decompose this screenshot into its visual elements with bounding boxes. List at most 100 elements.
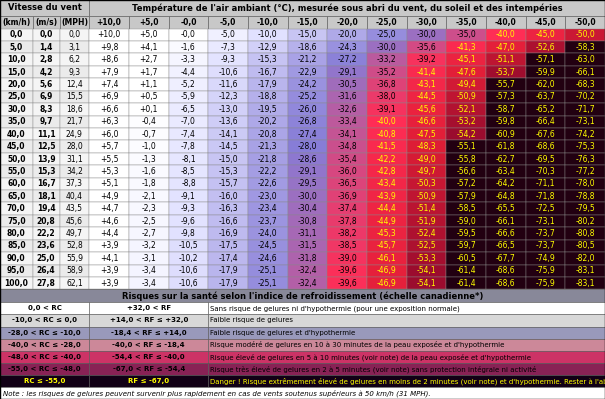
Text: 19,4: 19,4	[37, 204, 56, 213]
Bar	[407, 53, 446, 66]
Text: 52,8: 52,8	[66, 241, 83, 251]
Bar	[565, 41, 605, 53]
Text: -47,0: -47,0	[496, 43, 515, 52]
Text: -41,4: -41,4	[417, 67, 436, 77]
Text: -5,0: -5,0	[221, 30, 235, 40]
Bar	[169, 202, 208, 215]
Bar	[0, 29, 33, 41]
Text: +6,0: +6,0	[100, 130, 119, 139]
Bar	[0, 153, 33, 165]
Bar	[248, 140, 287, 153]
Bar	[327, 103, 367, 116]
Bar	[367, 252, 407, 265]
Text: -74,9: -74,9	[535, 254, 555, 263]
Text: -75,9: -75,9	[535, 279, 555, 288]
Bar	[327, 178, 367, 190]
Text: 9,3: 9,3	[68, 67, 80, 77]
Bar	[526, 128, 565, 140]
Text: 8,3: 8,3	[39, 105, 53, 114]
Text: -71,1: -71,1	[536, 180, 555, 188]
Text: -36,0: -36,0	[337, 167, 357, 176]
Bar	[90, 215, 129, 227]
Bar	[33, 29, 59, 41]
Text: -46,9: -46,9	[377, 279, 397, 288]
Text: -58,5: -58,5	[456, 204, 476, 213]
Text: -30,0: -30,0	[377, 43, 397, 52]
Text: -49,7: -49,7	[417, 167, 436, 176]
Text: -5,9: -5,9	[181, 93, 196, 101]
Bar	[486, 215, 526, 227]
Bar	[129, 66, 169, 78]
Bar	[59, 190, 90, 202]
Bar	[33, 78, 59, 91]
Bar	[0, 252, 33, 265]
Text: -28,6: -28,6	[298, 154, 317, 164]
Bar	[526, 227, 565, 240]
Text: -66,1: -66,1	[496, 217, 515, 225]
Bar	[565, 165, 605, 178]
Text: +4,1: +4,1	[140, 43, 158, 52]
Bar	[486, 116, 526, 128]
Bar	[327, 153, 367, 165]
Text: 22,2: 22,2	[37, 229, 56, 238]
Bar	[90, 0, 605, 16]
Bar	[59, 103, 90, 116]
Text: -30,0: -30,0	[417, 30, 436, 40]
Text: +6,3: +6,3	[100, 117, 119, 126]
Text: +4,6: +4,6	[100, 217, 119, 225]
Bar	[327, 190, 367, 202]
Text: -42,8: -42,8	[377, 167, 396, 176]
Text: -3,4: -3,4	[142, 279, 156, 288]
Bar	[90, 91, 129, 103]
Text: 49,7: 49,7	[66, 229, 83, 238]
Bar	[367, 103, 407, 116]
Text: 75,0: 75,0	[7, 217, 25, 225]
Bar	[367, 53, 407, 66]
Text: 4,2: 4,2	[39, 67, 53, 77]
Text: -66,1: -66,1	[575, 67, 595, 77]
Text: -57,3: -57,3	[496, 93, 515, 101]
Text: -35,6: -35,6	[417, 43, 436, 52]
Bar	[0, 16, 33, 29]
Bar	[0, 387, 605, 399]
Bar	[169, 41, 208, 53]
Bar	[446, 265, 486, 277]
Bar	[0, 375, 90, 387]
Text: -24,0: -24,0	[258, 229, 278, 238]
Text: +5,7: +5,7	[100, 142, 119, 151]
Bar	[486, 29, 526, 41]
Text: -56,6: -56,6	[456, 167, 476, 176]
Text: -11,6: -11,6	[218, 80, 238, 89]
Text: -3,3: -3,3	[181, 55, 196, 64]
Bar	[486, 165, 526, 178]
Text: +6,6: +6,6	[100, 105, 119, 114]
Bar	[327, 41, 367, 53]
Bar	[526, 165, 565, 178]
Bar	[446, 91, 486, 103]
Text: -25,1: -25,1	[258, 266, 278, 275]
Bar	[367, 116, 407, 128]
Bar	[248, 29, 287, 41]
Bar	[367, 128, 407, 140]
Text: 5,0: 5,0	[10, 43, 23, 52]
Text: -6,5: -6,5	[181, 105, 196, 114]
Text: -9,6: -9,6	[181, 217, 196, 225]
Text: -77,2: -77,2	[575, 167, 595, 176]
Bar	[59, 202, 90, 215]
Bar	[208, 215, 248, 227]
Text: 40,0: 40,0	[7, 130, 25, 139]
Bar	[565, 16, 605, 29]
Bar	[0, 53, 33, 66]
Text: -45,3: -45,3	[377, 229, 397, 238]
Bar	[446, 153, 486, 165]
Text: -30,8: -30,8	[298, 217, 317, 225]
Text: -80,8: -80,8	[575, 229, 595, 238]
Bar	[129, 116, 169, 128]
Bar	[33, 128, 59, 140]
Bar	[287, 165, 327, 178]
Text: +3,9: +3,9	[100, 279, 119, 288]
Bar	[0, 351, 90, 363]
Text: -66,6: -66,6	[496, 229, 515, 238]
Bar	[248, 128, 287, 140]
Text: -18,4 < RF ≤ +14,0: -18,4 < RF ≤ +14,0	[111, 330, 186, 336]
